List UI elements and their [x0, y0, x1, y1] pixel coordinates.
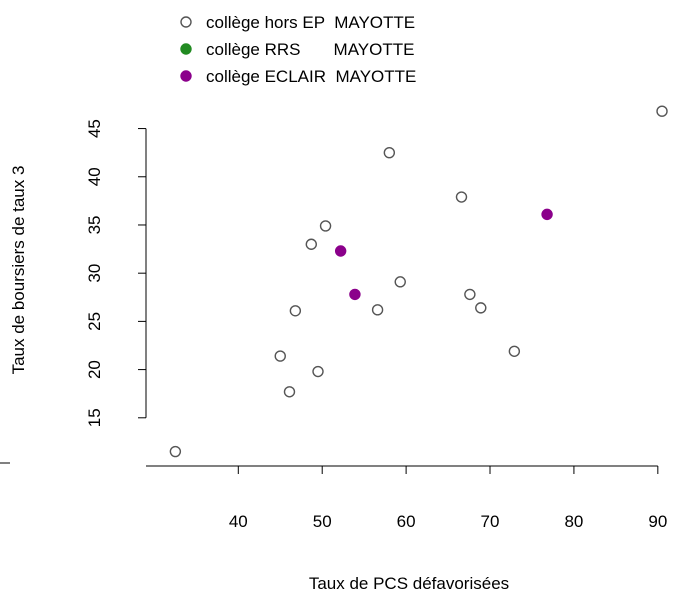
x-tick-label: 70 [481, 512, 500, 531]
data-point [383, 146, 396, 159]
data-point [334, 245, 347, 257]
data-point [274, 350, 286, 362]
x-ticks: 40 50 60 70 80 90 [229, 466, 667, 531]
y-tick-label: 40 [85, 167, 104, 186]
data-point [312, 365, 324, 378]
x-tick-label: 50 [313, 512, 332, 531]
y-ticks: 15 20 25 30 35 40 45 [85, 119, 146, 427]
y-axis-title: Taux de boursiers de taux 3 [9, 166, 28, 375]
y-tick-label: 45 [85, 119, 104, 138]
legend-marker [180, 43, 192, 55]
data-point [508, 345, 521, 357]
data-point [283, 386, 296, 398]
y-tick-label: 30 [85, 264, 104, 283]
data-point [455, 191, 468, 203]
data-point [475, 302, 487, 314]
data-point [656, 105, 668, 117]
legend-marker [180, 16, 192, 28]
legend-label: collège hors EP MAYOTTE [206, 13, 415, 32]
x-tick-label: 80 [564, 512, 583, 531]
x-axis-title: Taux de PCS défavorisées [309, 574, 509, 593]
data-point [464, 288, 476, 301]
data-point [541, 208, 553, 221]
x-tick-label: 40 [229, 512, 248, 531]
data-point [289, 305, 302, 317]
y-tick-label: 15 [85, 408, 104, 427]
data-point [371, 304, 384, 316]
y-tick-label: 20 [85, 360, 104, 379]
legend-marker [180, 70, 192, 82]
data-point [394, 276, 406, 288]
data-point [169, 445, 182, 458]
x-tick-label: 90 [648, 512, 667, 531]
y-tick-label: 35 [85, 216, 104, 235]
data-point [305, 238, 317, 250]
data-point [349, 288, 361, 301]
legend-label: collège RRS MAYOTTE [206, 40, 414, 59]
data-points [169, 105, 668, 458]
x-tick-label: 60 [397, 512, 416, 531]
y-tick-label: 25 [85, 312, 104, 331]
legend: collège hors EP MAYOTTE collège RRS MAYOT… [180, 13, 416, 86]
legend-label: collège ECLAIR MAYOTTE [206, 67, 416, 86]
data-point [319, 220, 332, 232]
